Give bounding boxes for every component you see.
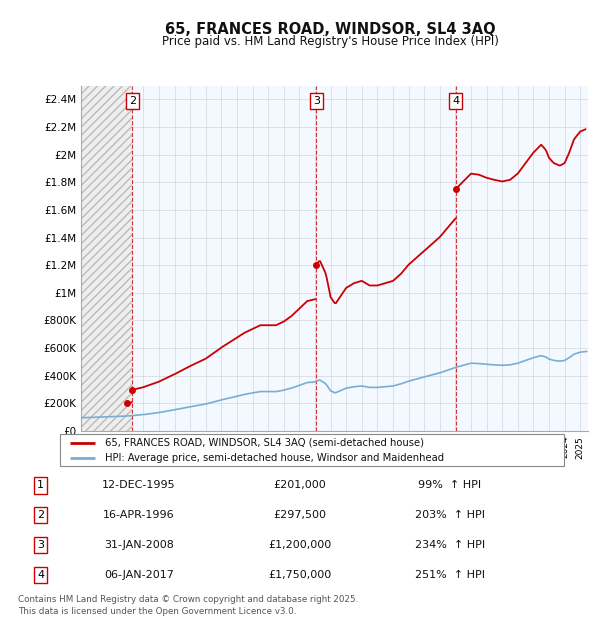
Text: 06-JAN-2017: 06-JAN-2017 — [104, 570, 173, 580]
Text: 234%  ↑ HPI: 234% ↑ HPI — [415, 540, 485, 550]
Bar — [133, 86, 588, 431]
Text: 1: 1 — [37, 480, 44, 490]
Text: 99%  ↑ HPI: 99% ↑ HPI — [418, 480, 481, 490]
Text: Price paid vs. HM Land Registry's House Price Index (HPI): Price paid vs. HM Land Registry's House … — [161, 35, 499, 48]
Text: £1,200,000: £1,200,000 — [268, 540, 332, 550]
Text: 16-APR-1996: 16-APR-1996 — [103, 510, 175, 520]
Text: 203%  ↑ HPI: 203% ↑ HPI — [415, 510, 485, 520]
Text: Contains HM Land Registry data © Crown copyright and database right 2025.
This d: Contains HM Land Registry data © Crown c… — [18, 595, 358, 616]
Text: HPI: Average price, semi-detached house, Windsor and Maidenhead: HPI: Average price, semi-detached house,… — [106, 453, 445, 463]
Text: 4: 4 — [37, 570, 44, 580]
Text: 12-DEC-1995: 12-DEC-1995 — [102, 480, 176, 490]
Text: 2: 2 — [129, 96, 136, 106]
Text: 3: 3 — [37, 540, 44, 550]
Text: 65, FRANCES ROAD, WINDSOR, SL4 3AQ: 65, FRANCES ROAD, WINDSOR, SL4 3AQ — [164, 22, 496, 37]
Text: 4: 4 — [452, 96, 459, 106]
Text: £201,000: £201,000 — [274, 480, 326, 490]
Text: 2: 2 — [37, 510, 44, 520]
Text: 65, FRANCES ROAD, WINDSOR, SL4 3AQ (semi-detached house): 65, FRANCES ROAD, WINDSOR, SL4 3AQ (semi… — [106, 438, 424, 448]
Text: 251%  ↑ HPI: 251% ↑ HPI — [415, 570, 485, 580]
Text: 3: 3 — [313, 96, 320, 106]
Text: 31-JAN-2008: 31-JAN-2008 — [104, 540, 173, 550]
Text: £1,750,000: £1,750,000 — [268, 570, 332, 580]
Text: £297,500: £297,500 — [274, 510, 326, 520]
FancyBboxPatch shape — [60, 434, 564, 466]
